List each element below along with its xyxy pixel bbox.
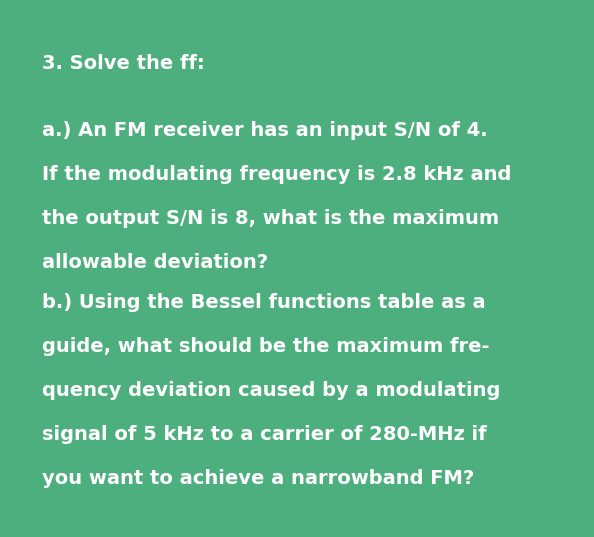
Text: a.) An FM receiver has an input S/N of 4.: a.) An FM receiver has an input S/N of 4… [42,121,487,140]
Text: guide, what should be the maximum fre-: guide, what should be the maximum fre- [42,337,489,355]
Text: b.) Using the Bessel functions table as a: b.) Using the Bessel functions table as … [42,293,485,311]
Text: the output S/N is 8, what is the maximum: the output S/N is 8, what is the maximum [42,209,499,228]
Text: you want to achieve a narrowband FM?: you want to achieve a narrowband FM? [42,469,474,488]
Text: If the modulating frequency is 2.8 kHz and: If the modulating frequency is 2.8 kHz a… [42,165,511,184]
Text: quency deviation caused by a modulating: quency deviation caused by a modulating [42,381,500,400]
Text: allowable deviation?: allowable deviation? [42,253,268,272]
FancyBboxPatch shape [9,8,585,529]
Text: signal of 5 kHz to a carrier of 280-MHz if: signal of 5 kHz to a carrier of 280-MHz … [42,425,486,444]
Text: 3. Solve the ff:: 3. Solve the ff: [42,54,204,72]
